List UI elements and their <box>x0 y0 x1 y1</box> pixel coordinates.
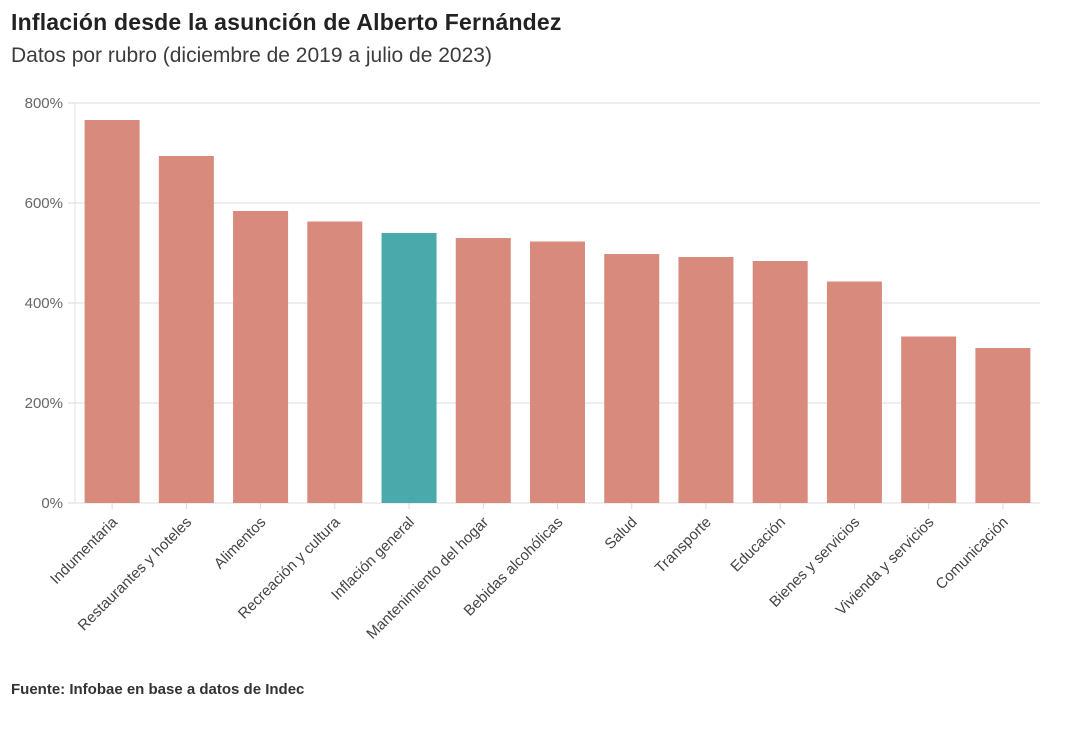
y-tick-label: 800% <box>25 95 63 112</box>
y-tick-label: 200% <box>25 395 63 412</box>
bar-5 <box>381 233 437 503</box>
inflation-bar-chart: 0% 200% 400% 600% 800% Indumentaria Restaurant… <box>0 88 1079 658</box>
chart-header: Inflación desde la asunción de Alberto F… <box>11 8 562 70</box>
x-category-label: Indumentaria <box>47 513 121 587</box>
bar-1 <box>84 120 140 503</box>
bar-10 <box>752 261 808 503</box>
bar-7 <box>530 241 585 503</box>
bar-9 <box>678 257 734 503</box>
y-tick-label: 400% <box>25 295 63 312</box>
x-category-label: Alimentos <box>211 514 270 573</box>
bar-2 <box>158 156 214 503</box>
x-category-label: Transporte <box>652 514 715 577</box>
chart-subtitle: Datos por rubro (diciembre de 2019 a jul… <box>11 43 492 67</box>
bar-chart-canvas: 0%200%400%600%800%IndumentariaRestaurant… <box>25 95 1040 643</box>
chart-title: Inflación desde la asunción de Alberto F… <box>11 9 562 35</box>
y-tick-label: 0% <box>41 495 63 512</box>
bar-13 <box>975 348 1031 503</box>
bar-12 <box>901 336 957 503</box>
source-note: Fuente: Infobae en base a datos de Indec <box>11 681 305 698</box>
x-category-label: Comunicación <box>932 514 1011 593</box>
x-category-label: Salud <box>601 514 640 553</box>
bar-6 <box>455 238 511 503</box>
x-category-label: Mantenimiento del hogar <box>363 514 492 643</box>
bar-11 <box>826 281 882 503</box>
bar-3 <box>233 211 289 503</box>
bar-8 <box>604 254 660 503</box>
y-tick-label: 600% <box>25 195 63 212</box>
bar-4 <box>307 221 363 503</box>
x-category-label: Educación <box>727 514 789 576</box>
